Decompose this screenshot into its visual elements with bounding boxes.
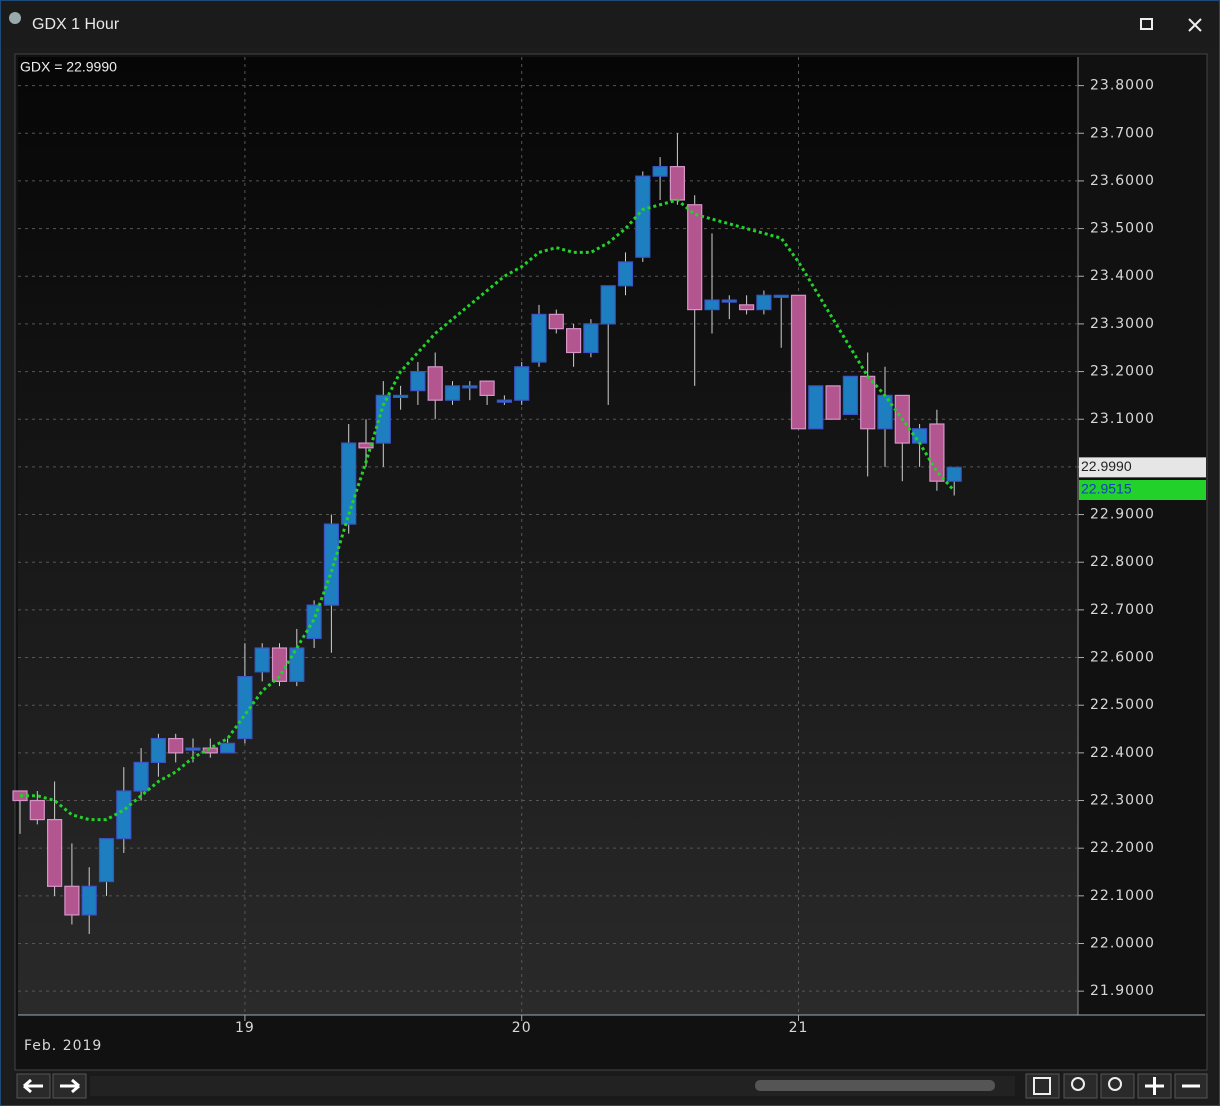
candle-body bbox=[444, 385, 461, 401]
y-tick-label: 22.8000 bbox=[1090, 554, 1155, 570]
candle-body bbox=[635, 175, 651, 258]
candle-body bbox=[617, 261, 634, 287]
candle-body bbox=[427, 366, 443, 401]
candle-body bbox=[410, 370, 426, 392]
candle-body bbox=[341, 442, 357, 525]
candle-body bbox=[323, 523, 339, 606]
candle-body bbox=[911, 428, 928, 444]
candle-body bbox=[375, 394, 391, 444]
close-button[interactable] bbox=[1188, 18, 1202, 32]
candle-body bbox=[496, 399, 512, 403]
x-axis-label: Feb. 2019 bbox=[24, 1038, 102, 1054]
candle-body bbox=[790, 294, 807, 430]
candle-body bbox=[220, 742, 236, 754]
y-tick-label: 21.9000 bbox=[1090, 983, 1155, 999]
last-price-label: 22.9990 bbox=[1081, 458, 1132, 474]
candle-body bbox=[98, 838, 115, 883]
candle-body bbox=[168, 737, 184, 754]
candle-body bbox=[548, 313, 564, 330]
columns-icon bbox=[1033, 1077, 1051, 1095]
x-tick-label: 20 bbox=[512, 1020, 532, 1036]
y-tick-label: 22.9000 bbox=[1090, 507, 1155, 523]
candle-body bbox=[565, 328, 582, 354]
candle-body bbox=[289, 647, 305, 682]
y-tick-label: 23.6000 bbox=[1090, 173, 1155, 189]
plot-area bbox=[18, 57, 1078, 1015]
candle-body bbox=[116, 790, 132, 840]
left-arrow-icon bbox=[23, 1078, 43, 1094]
candle-body bbox=[652, 166, 668, 177]
y-tick-label: 23.5000 bbox=[1090, 221, 1155, 237]
candle-body bbox=[860, 375, 876, 430]
y-tick-label: 23.1000 bbox=[1090, 411, 1155, 427]
candle-body bbox=[514, 366, 530, 401]
y-tick-label: 23.7000 bbox=[1090, 125, 1155, 141]
y-tick-label: 22.1000 bbox=[1090, 888, 1155, 904]
candle-body bbox=[185, 747, 201, 751]
y-tick-label: 22.7000 bbox=[1090, 602, 1155, 618]
y-tick-label: 22.5000 bbox=[1090, 697, 1155, 713]
candle-body bbox=[393, 394, 409, 398]
candle-body bbox=[254, 647, 270, 673]
candle-body bbox=[46, 818, 63, 887]
candle-body bbox=[202, 747, 218, 754]
candle-body bbox=[150, 737, 166, 763]
candle-body bbox=[600, 285, 616, 325]
zoom-in-icon bbox=[1071, 1077, 1085, 1091]
x-tick-label: 21 bbox=[789, 1020, 809, 1036]
candle-body bbox=[531, 313, 547, 363]
y-tick-label: 22.0000 bbox=[1090, 936, 1155, 952]
candle-body bbox=[756, 294, 772, 311]
y-tick-label: 23.8000 bbox=[1090, 78, 1155, 94]
candle-body bbox=[81, 885, 97, 916]
ma-price-box bbox=[1079, 480, 1206, 501]
candle-body bbox=[773, 294, 789, 298]
candle-body bbox=[133, 761, 149, 792]
y-tick-label: 22.6000 bbox=[1090, 650, 1155, 666]
candle-body bbox=[704, 299, 720, 311]
app-icon bbox=[9, 12, 21, 24]
candle-body bbox=[64, 885, 80, 916]
y-tick-label: 22.4000 bbox=[1090, 745, 1155, 761]
candle-body bbox=[842, 375, 859, 416]
candle-body bbox=[687, 204, 703, 311]
legend-label: GDX = 22.9990 bbox=[20, 59, 117, 75]
scroll-right-button[interactable] bbox=[52, 1073, 87, 1099]
y-tick-label: 23.3000 bbox=[1090, 316, 1155, 332]
maximize-button[interactable] bbox=[1140, 18, 1153, 30]
candle-body bbox=[808, 385, 824, 430]
last-price-box bbox=[1079, 457, 1206, 478]
y-tick-label: 23.2000 bbox=[1090, 364, 1155, 380]
moving-average-line bbox=[20, 198, 956, 822]
candle-body bbox=[738, 304, 755, 311]
candle-body bbox=[946, 466, 962, 482]
candle-body bbox=[29, 799, 45, 821]
ma-price-label: 22.9515 bbox=[1081, 481, 1132, 497]
candle-body bbox=[583, 323, 599, 354]
candle-body bbox=[669, 166, 686, 201]
candle-body bbox=[462, 385, 478, 389]
candle-body bbox=[721, 299, 737, 303]
plus-icon bbox=[1145, 1077, 1164, 1095]
right-arrow-icon bbox=[60, 1078, 80, 1094]
y-tick-label: 22.3000 bbox=[1090, 793, 1155, 809]
y-tick-label: 23.4000 bbox=[1090, 268, 1155, 284]
candle-body bbox=[358, 442, 374, 449]
candle-body bbox=[479, 380, 495, 396]
x-tick-label: 19 bbox=[235, 1020, 255, 1036]
scrollbar-thumb[interactable] bbox=[755, 1080, 995, 1091]
candle-body bbox=[825, 385, 841, 420]
y-tick-label: 22.2000 bbox=[1090, 840, 1155, 856]
window-title: GDX 1 Hour bbox=[32, 16, 120, 33]
zoom-out-icon bbox=[1108, 1077, 1122, 1091]
candle-body bbox=[929, 423, 945, 482]
title-bar bbox=[1, 1, 1219, 47]
